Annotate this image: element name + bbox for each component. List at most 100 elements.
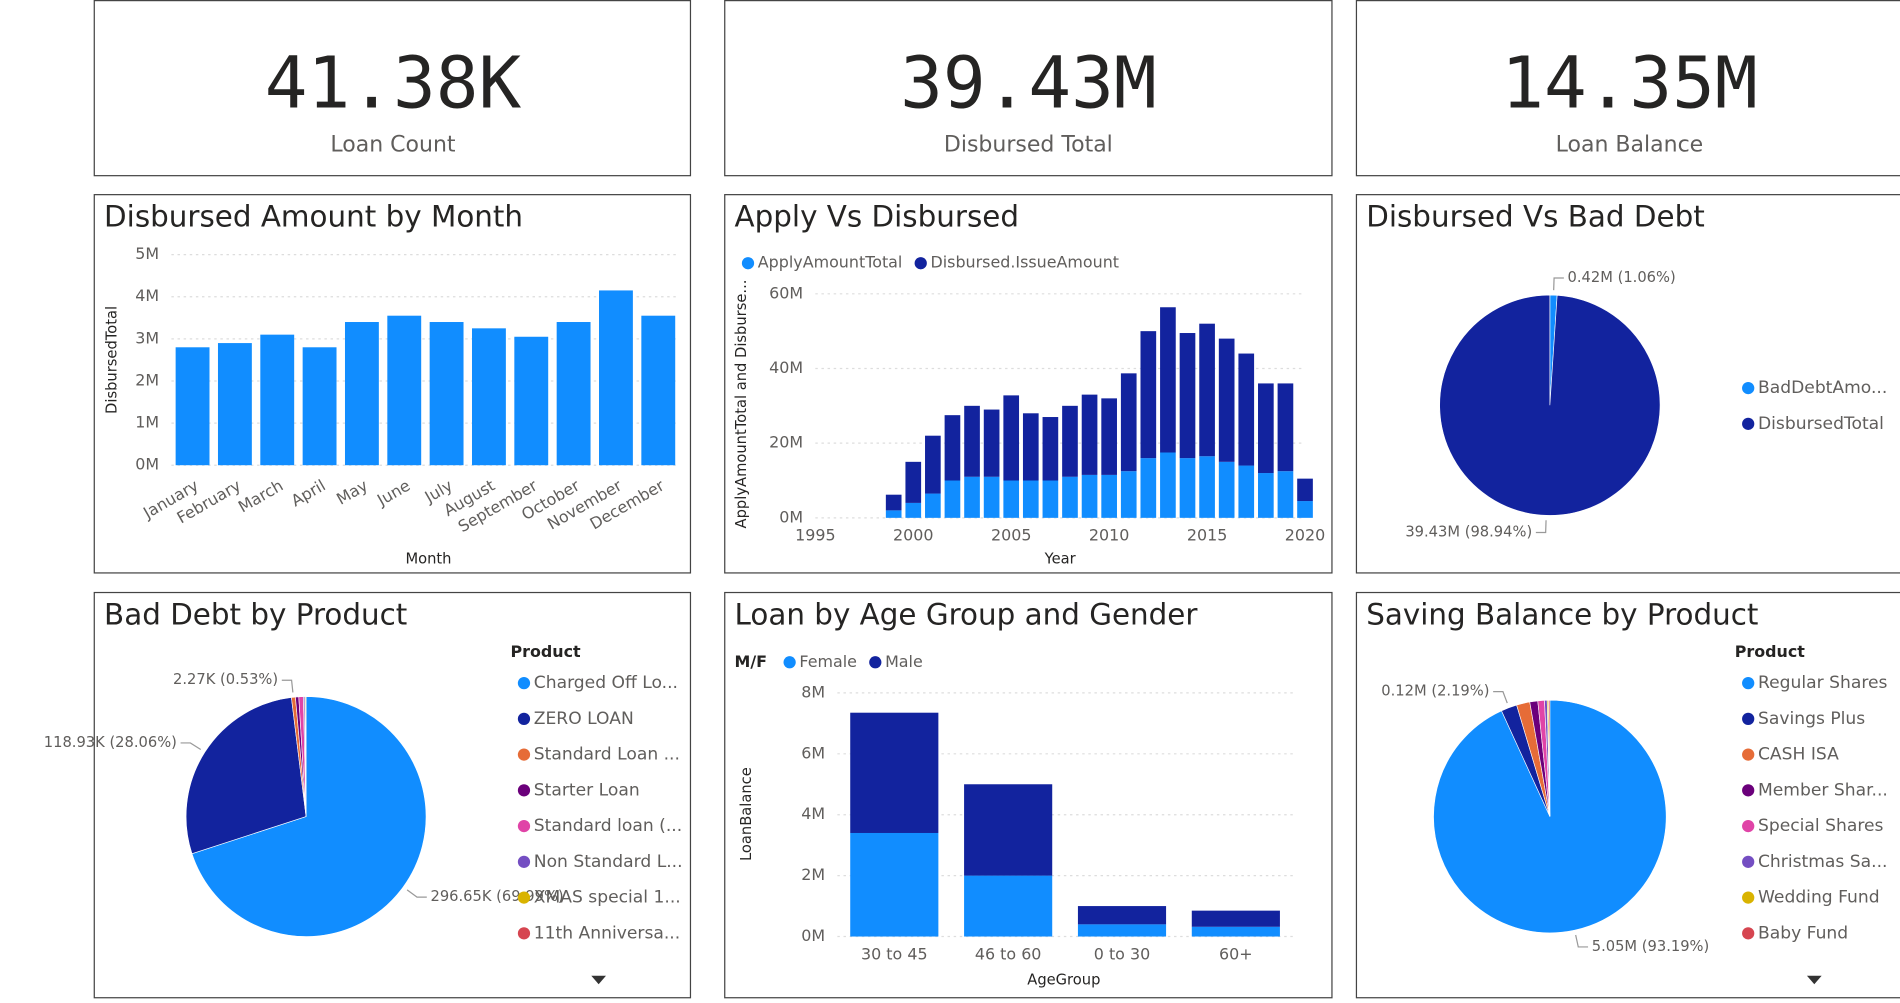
bar-segment <box>1042 417 1059 481</box>
x-axis-label: Month <box>405 550 451 567</box>
x-tick-label: 30 to 45 <box>861 944 928 963</box>
x-tick-label: 2020 <box>1285 526 1325 545</box>
bar-segment <box>1199 456 1215 518</box>
kpi-label: Loan Balance <box>1556 133 1704 158</box>
legend-label: Member Shar... <box>1758 780 1888 800</box>
legend-label: BadDebtAmo... <box>1758 378 1887 398</box>
legend-label: Female <box>799 652 857 671</box>
legend-marker <box>741 257 755 270</box>
y-tick-label: 0M <box>801 926 825 945</box>
legend-label: Christmas Sa... <box>1758 852 1887 872</box>
bar-segment <box>1191 910 1280 927</box>
bar-segment <box>1238 465 1255 518</box>
legend-marker <box>1742 676 1755 690</box>
y-tick-label: 40M <box>769 358 803 377</box>
legend-marker <box>1742 784 1755 797</box>
leader-line <box>1493 691 1508 704</box>
legend-marker <box>1742 417 1755 430</box>
legend-marker <box>869 656 882 669</box>
bar-segment <box>1218 461 1235 518</box>
pie-slice <box>191 696 427 937</box>
legend-label: Male <box>885 652 923 671</box>
x-tick-label: 2010 <box>1089 526 1129 545</box>
leader-line <box>1535 520 1547 534</box>
legend-marker <box>517 927 531 940</box>
bar-segment <box>1042 480 1059 518</box>
kpi-label: Loan Count <box>330 133 456 158</box>
legend-label: ZERO LOAN <box>534 709 634 729</box>
bar-segment <box>964 405 980 477</box>
scroll-arrow[interactable] <box>591 975 606 985</box>
kpi-value: 39.43M <box>900 42 1156 125</box>
chart-title: Disbursed Amount by Month <box>104 199 523 233</box>
pie-slice <box>185 697 307 855</box>
bar <box>344 322 379 466</box>
bar-segment <box>1022 480 1039 518</box>
legend-marker <box>517 819 531 833</box>
legend-marker <box>517 891 531 904</box>
bar-segment <box>1120 471 1137 518</box>
legend-title: Product <box>511 642 582 661</box>
chart-title: Bad Debt by Product <box>104 597 407 631</box>
bar-segment <box>1081 394 1098 475</box>
bar-segment <box>1003 480 1020 518</box>
kpi-label: Disbursed Total <box>944 133 1113 158</box>
legend-label: Savings Plus <box>1758 709 1865 729</box>
kpi-card <box>724 0 1333 177</box>
x-tick-label: 1995 <box>795 526 835 545</box>
kpi-card <box>1355 0 1900 177</box>
chart-title: Apply Vs Disbursed <box>735 199 1019 233</box>
legend-title: Product <box>1735 642 1806 661</box>
bar <box>387 315 422 466</box>
legend-marker <box>914 257 927 270</box>
legend-marker <box>1742 748 1755 761</box>
data-label: 296.65K (69.99%) <box>430 888 563 905</box>
y-tick-label: 2M <box>135 370 159 389</box>
scroll-arrow[interactable] <box>1806 975 1822 985</box>
legend-label: Special Shares <box>1758 816 1884 836</box>
bar-segment <box>983 409 1000 477</box>
legend-marker <box>783 656 796 669</box>
legend-marker <box>517 784 531 797</box>
y-tick-label: 5M <box>135 244 159 263</box>
y-tick-label: 2M <box>801 865 825 884</box>
bar-segment <box>1081 474 1098 518</box>
data-label: 2.27K (0.53%) <box>173 671 278 688</box>
legend-label: Non Standard L... <box>534 852 683 872</box>
bar <box>641 315 676 466</box>
legend-label: Starter Loan <box>534 780 640 800</box>
legend-marker <box>517 676 531 690</box>
y-tick-label: 8M <box>801 682 825 701</box>
y-tick-label: 0M <box>779 507 803 526</box>
y-axis-label: LoanBalance <box>738 767 755 861</box>
bar-segment <box>1077 924 1167 937</box>
leader-line <box>180 742 202 751</box>
pie-slice <box>1548 699 1551 817</box>
leader-line <box>406 889 427 898</box>
legend-label: CASH ISA <box>1758 745 1839 765</box>
bar <box>471 328 506 466</box>
bar-segment <box>1140 331 1157 459</box>
bar-segment <box>1191 926 1280 937</box>
bar <box>556 322 591 466</box>
legend-marker <box>1742 819 1755 833</box>
bar-segment <box>1101 474 1117 518</box>
data-label: 0.42M (1.06%) <box>1568 269 1676 286</box>
bar-segment <box>1297 478 1313 502</box>
bar <box>175 347 210 466</box>
bar-segment <box>1238 353 1255 466</box>
data-label: 118.93K (28.06%) <box>44 734 177 751</box>
legend-label: ApplyAmountTotal <box>758 253 903 272</box>
bar-segment <box>1179 458 1196 518</box>
x-tick-label: 0 to 30 <box>1094 944 1150 963</box>
bar-segment <box>983 476 1000 518</box>
y-axis-label: DisbursedTotal <box>104 306 121 414</box>
data-label: 0.12M (2.19%) <box>1381 683 1489 700</box>
bar-segment <box>1277 471 1294 518</box>
legend-marker <box>1742 891 1755 904</box>
bar-segment <box>1160 307 1176 453</box>
bar-segment <box>1062 476 1078 518</box>
bar-segment <box>964 476 980 518</box>
legend-label: 11th Anniversa... <box>534 923 680 943</box>
